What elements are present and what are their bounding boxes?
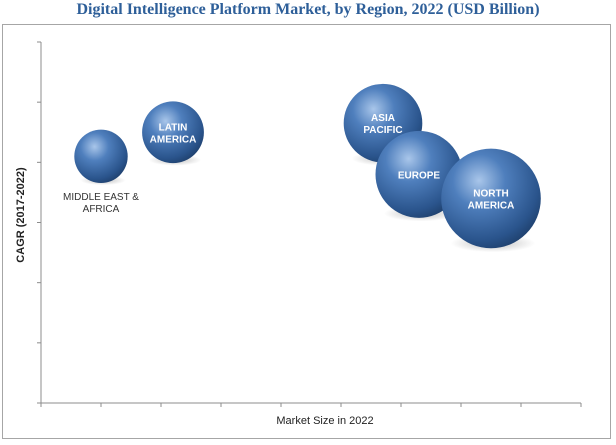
bubble-label: EUROPE [398, 170, 441, 181]
bubble-point: MIDDLE EAST &AFRICA [63, 129, 139, 215]
bubble-label: LATIN [159, 122, 188, 133]
bubble [74, 129, 128, 184]
chart-frame [2, 24, 611, 439]
bubble-point: EUROPE [375, 130, 463, 222]
x-axis-ticks [40, 403, 582, 407]
y-axis-label: CAGR (2017-2022) [15, 167, 27, 263]
bubble [441, 148, 541, 249]
bubble-label: AMERICA [468, 200, 515, 211]
bubble-label: MIDDLE EAST & [63, 192, 139, 203]
bubble-label: AFRICA [83, 204, 120, 215]
bubble-label: ASIA [371, 113, 395, 124]
bubble-label: NORTH [473, 188, 509, 199]
y-axis-ticks [37, 41, 41, 404]
bubble [375, 130, 463, 218]
chart-title: Digital Intelligence Platform Market, by… [76, 1, 540, 18]
x-axis-label: Market Size in 2022 [276, 415, 373, 427]
bubble-series: MIDDLE EAST &AFRICALATINAMERICAASIAPACIF… [63, 83, 541, 253]
bubble-label: AMERICA [150, 134, 197, 145]
bubble [142, 101, 204, 164]
bubble-label: PACIFIC [363, 125, 402, 136]
